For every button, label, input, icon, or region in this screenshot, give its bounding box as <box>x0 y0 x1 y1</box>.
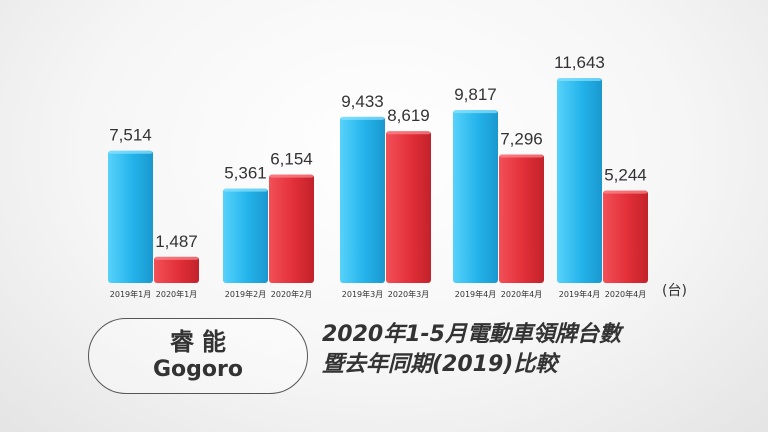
value-label: 6,154 <box>270 150 313 169</box>
bar-highlight <box>454 110 497 114</box>
brand-name-zh: 睿能 <box>170 328 234 356</box>
bar-highlight <box>558 78 601 81</box>
value-label: 7,296 <box>500 130 543 149</box>
bar-highlight <box>224 188 267 192</box>
category-label: 2019年4月 <box>455 289 496 299</box>
headline-line-2: 暨去年同期(2019)比較 <box>322 352 558 377</box>
bar-highlight <box>387 131 430 135</box>
bar-2019-3 <box>340 116 385 283</box>
headline-line-1: 2020年1-5月電動車領牌台數 <box>322 322 621 347</box>
value-label: 11,643 <box>554 53 605 72</box>
bar-2020-1 <box>154 256 199 283</box>
bar-highlight <box>109 150 152 154</box>
category-label: 2019年3月 <box>342 289 383 299</box>
bar-highlight <box>155 256 198 260</box>
category-label: 2019年4月 <box>559 289 600 299</box>
bar-highlight <box>270 174 313 178</box>
bar-2019-2 <box>223 188 268 283</box>
category-label: 2020年4月 <box>501 289 542 299</box>
brand-badge: 睿能 Gogoro <box>88 318 308 394</box>
bar-2020-3 <box>386 131 431 283</box>
value-label: 1,487 <box>155 232 198 251</box>
bar-2019-4 <box>453 110 498 283</box>
bar-2019-1 <box>108 150 153 283</box>
value-label: 7,514 <box>109 126 152 145</box>
bar-chart: 7,514 2019年1月 5,361 2019年2月 9,433 2019年3月 9,81… <box>108 53 648 299</box>
bar-highlight <box>341 116 384 120</box>
value-label: 9,433 <box>341 92 384 111</box>
bar-2019-5 <box>557 78 602 283</box>
bar-highlight <box>604 190 647 194</box>
category-label: 2020年1月 <box>156 289 197 299</box>
value-label: 8,619 <box>387 106 430 125</box>
category-label: 2019年2月 <box>225 289 266 299</box>
unit-label: (台) <box>662 283 687 299</box>
brand-name-en: Gogoro <box>153 357 243 382</box>
bar-2020-5 <box>603 190 648 283</box>
category-label: 2020年4月 <box>605 289 646 299</box>
value-label: 5,244 <box>604 166 647 185</box>
headline: 2020年1-5月電動車領牌台數 暨去年同期(2019)比較 <box>322 320 762 380</box>
bar-highlight <box>500 154 543 158</box>
value-label: 5,361 <box>224 164 267 183</box>
category-label: 2020年2月 <box>271 289 312 299</box>
category-label: 2020年3月 <box>388 289 429 299</box>
bar-2020-4 <box>499 154 544 283</box>
bar-2020-2 <box>269 174 314 283</box>
value-label: 9,817 <box>454 85 497 104</box>
category-label: 2019年1月 <box>110 289 151 299</box>
